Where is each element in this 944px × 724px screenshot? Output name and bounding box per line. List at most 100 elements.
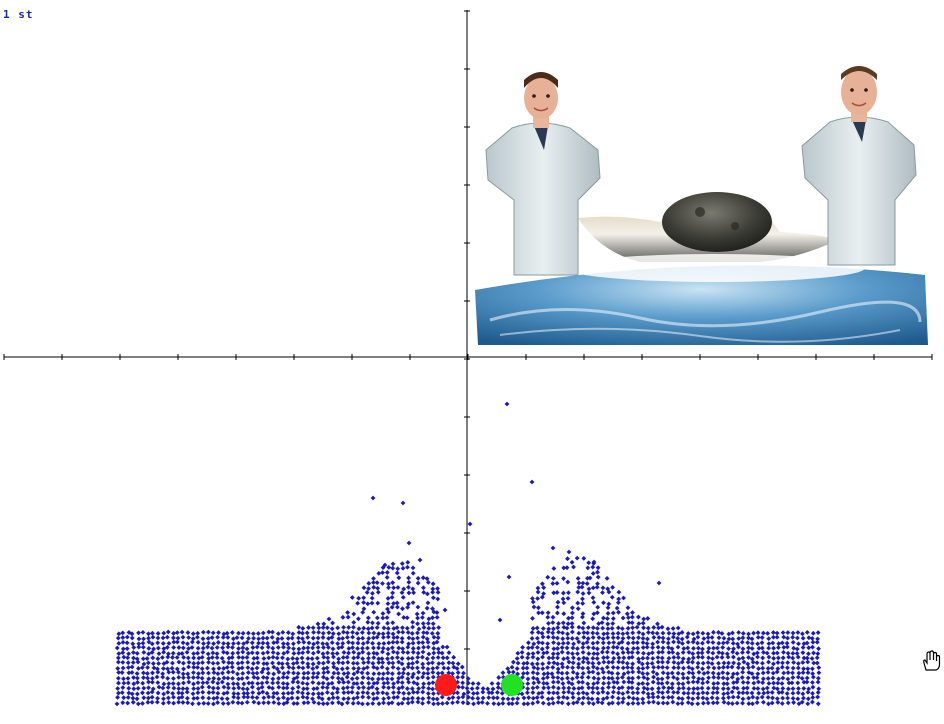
particle [210, 650, 216, 656]
particle [374, 680, 380, 686]
particle [679, 700, 685, 706]
particle [390, 660, 396, 666]
particle [360, 675, 366, 680]
particle [519, 649, 525, 655]
particle [420, 640, 426, 645]
particle [400, 565, 406, 571]
particle [800, 650, 806, 656]
particle [326, 696, 332, 702]
particle [341, 696, 347, 702]
particle [601, 675, 607, 681]
particle [249, 650, 255, 656]
particle [165, 629, 171, 635]
particle [666, 645, 671, 650]
particle [636, 675, 641, 680]
particle [656, 685, 661, 691]
particle [716, 640, 722, 646]
particle [524, 660, 530, 666]
particle [594, 685, 600, 691]
particle [389, 645, 395, 651]
particle [346, 646, 352, 651]
particle [520, 665, 526, 671]
particle [390, 631, 396, 637]
particle-field [114, 401, 822, 707]
particle [551, 646, 557, 652]
particle [510, 696, 516, 702]
particle [260, 666, 266, 672]
particle [635, 686, 641, 692]
particle [135, 685, 141, 691]
particle [239, 635, 245, 641]
particle [616, 659, 622, 665]
particle [561, 685, 567, 691]
particle [421, 681, 427, 687]
particle [766, 680, 772, 686]
particle [525, 686, 531, 692]
particle [231, 685, 237, 691]
particle [320, 630, 326, 636]
particle [404, 625, 410, 631]
particle [300, 665, 306, 671]
particle [695, 654, 701, 660]
particle [191, 660, 197, 666]
particle [740, 669, 746, 675]
particle [760, 655, 766, 661]
particle [670, 634, 676, 640]
particle [430, 606, 435, 612]
particle [254, 650, 260, 656]
particle [224, 696, 230, 702]
particle [581, 630, 587, 636]
particle [329, 635, 335, 640]
particle [690, 670, 696, 676]
particle [336, 631, 342, 637]
particle [399, 680, 405, 685]
particle [765, 630, 771, 636]
particle [255, 675, 261, 681]
particle [464, 685, 470, 691]
particle [555, 604, 560, 610]
particle [620, 696, 626, 701]
particle [650, 641, 656, 647]
particle [405, 650, 411, 655]
particle [601, 645, 606, 651]
particle [295, 670, 301, 676]
particle [690, 659, 695, 665]
particle [319, 691, 325, 696]
particle [475, 681, 481, 687]
particle [275, 680, 281, 686]
particle [654, 671, 660, 677]
particle [596, 676, 601, 682]
particle [250, 645, 256, 650]
particle [296, 646, 302, 652]
particle [696, 676, 702, 682]
particle [805, 701, 811, 707]
green-ball[interactable] [501, 674, 523, 696]
particle [661, 685, 667, 690]
particle [535, 656, 541, 662]
particle [315, 621, 321, 627]
particle [271, 690, 277, 696]
particle [391, 585, 397, 591]
particle [645, 686, 650, 692]
particle [679, 630, 685, 635]
particle [645, 676, 651, 682]
particle [415, 654, 421, 660]
particle [430, 660, 435, 666]
particle [380, 660, 386, 665]
particle [370, 691, 376, 697]
particle [339, 701, 345, 707]
particle [361, 595, 367, 601]
particle [221, 666, 227, 671]
particle [389, 604, 395, 610]
particle [336, 645, 342, 651]
particle [746, 645, 751, 651]
particle [626, 685, 631, 691]
particle [556, 685, 561, 691]
red-ball[interactable] [435, 674, 457, 696]
particle [199, 655, 205, 660]
particle [345, 690, 351, 695]
particle [746, 655, 751, 660]
particle [750, 694, 756, 700]
particle [405, 655, 411, 661]
